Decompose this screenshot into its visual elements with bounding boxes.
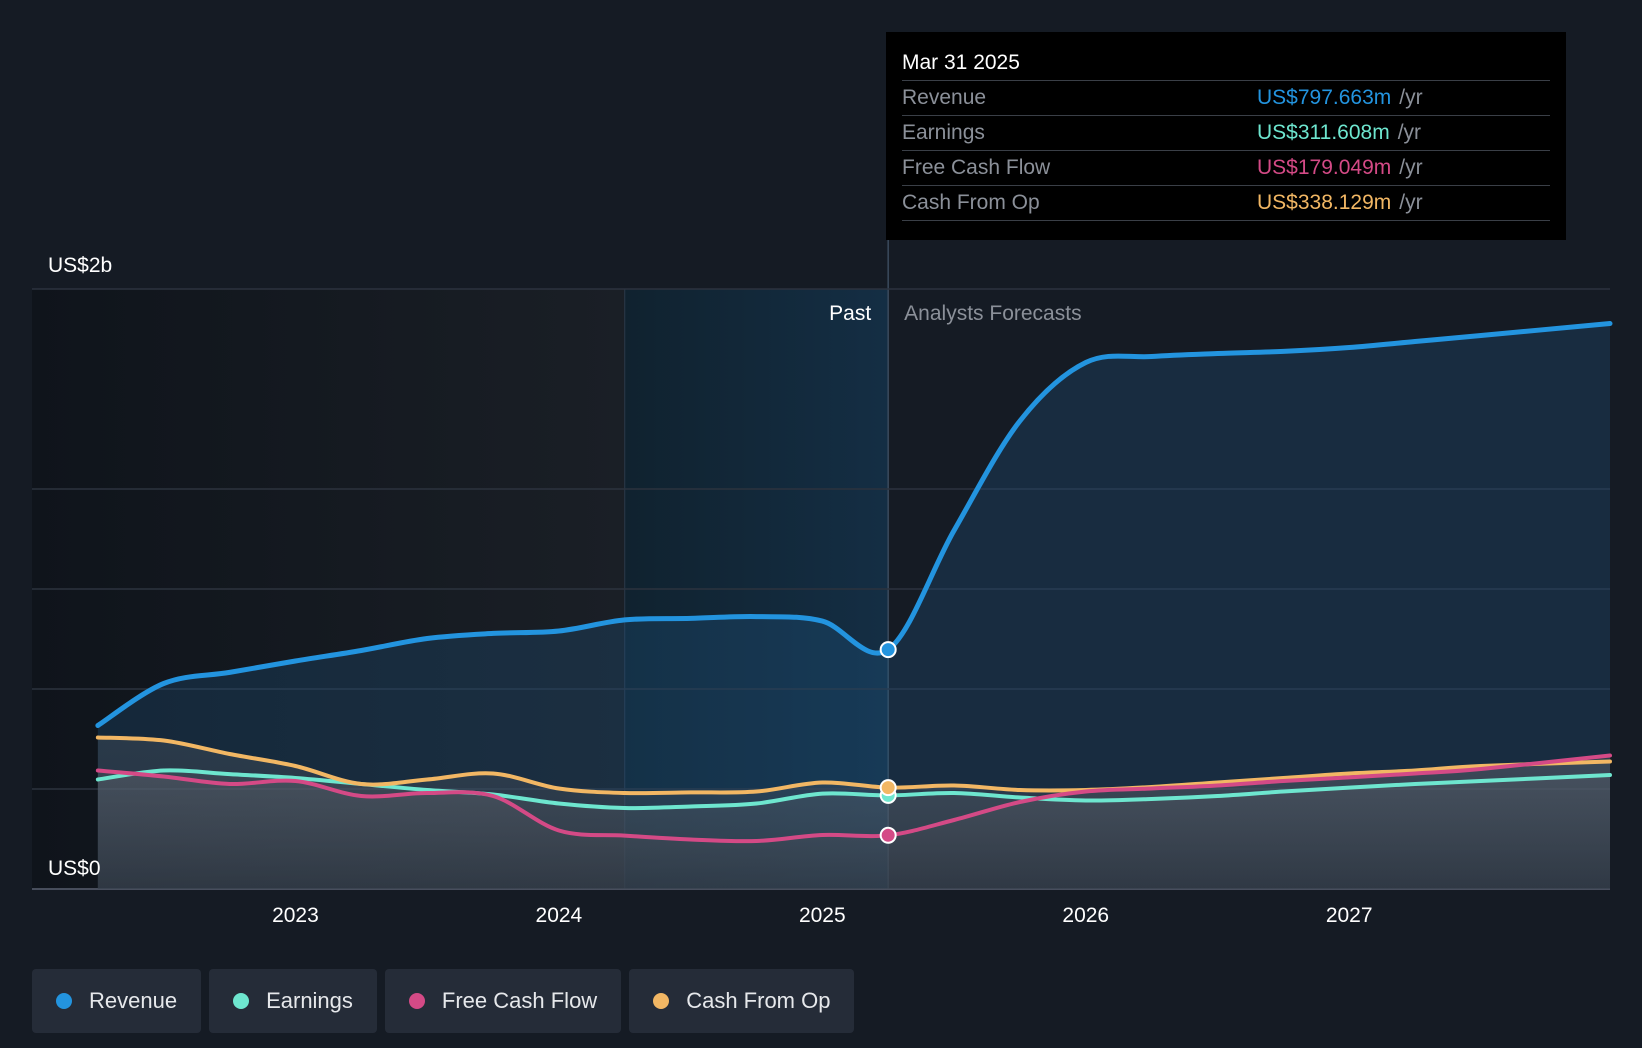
y-tick-label: US$2b <box>48 254 112 277</box>
revenue-dot-icon <box>56 993 72 1009</box>
legend-label: Earnings <box>266 988 353 1013</box>
past-label: Past <box>829 302 871 325</box>
x-tick-label: 2023 <box>272 904 319 927</box>
free-cash-flow-line <box>95 753 1612 844</box>
revenue-area <box>97 323 1611 889</box>
tooltip-row-free-cash-flow: Free Cash Flow US$179.049m /yr <box>902 150 1550 185</box>
tooltip-unit: /yr <box>1399 86 1423 109</box>
legend-label: Revenue <box>89 988 178 1013</box>
tooltip-label: Cash From Op <box>902 191 1040 214</box>
x-tick-label: 2027 <box>1326 904 1373 927</box>
legend-item-earnings[interactable]: Earnings <box>209 969 377 1033</box>
y-tick-label: US$0 <box>48 857 101 880</box>
legend: Revenue Earnings Free Cash Flow Cash Fro… <box>32 969 855 1033</box>
tooltip-value: US$797.663m <box>1257 86 1392 109</box>
tooltip: Mar 31 2025 Revenue US$797.663m /yr Earn… <box>886 32 1566 240</box>
tooltip-label: Earnings <box>902 121 985 144</box>
earnings-dot-icon <box>233 993 250 1009</box>
x-tick-label: 2026 <box>1062 904 1109 927</box>
tooltip-value: US$179.049m <box>1257 156 1392 179</box>
tooltip-value: US$311.608m <box>1257 121 1390 144</box>
legend-label: Free Cash Flow <box>441 988 598 1013</box>
tooltip-unit: /yr <box>1397 121 1422 144</box>
x-tick-label: 2025 <box>799 904 846 927</box>
cash-from-op-dot-icon <box>653 993 670 1009</box>
tooltip-date: Mar 31 2025 <box>902 51 1020 74</box>
forecast-label: Analysts Forecasts <box>904 302 1081 325</box>
tooltip-row-cash-from-op: Cash From Op US$338.129m /yr <box>902 185 1550 221</box>
tooltip-value: US$338.129m <box>1257 191 1392 214</box>
revenue-line <box>95 321 1613 728</box>
tooltip-row-revenue: Revenue US$797.663m /yr <box>902 80 1550 115</box>
tooltip-unit: /yr <box>1399 156 1423 179</box>
cash-from-op-point <box>879 779 897 797</box>
cash-from-op-line <box>95 735 1612 796</box>
free-cash-flow-area <box>97 755 1611 889</box>
legend-item-revenue[interactable]: Revenue <box>32 969 202 1033</box>
free-cash-flow-point <box>879 826 897 844</box>
legend-label: Cash From Op <box>686 988 831 1013</box>
legend-item-free-cash-flow[interactable]: Free Cash Flow <box>384 969 622 1033</box>
x-tick-label: 2024 <box>536 904 583 927</box>
tooltip-label: Free Cash Flow <box>902 156 1051 179</box>
legend-item-cash-from-op[interactable]: Cash From Op <box>629 969 855 1033</box>
revenue-point <box>879 641 897 659</box>
tooltip-row-earnings: Earnings US$311.608m /yr <box>902 115 1550 150</box>
tooltip-unit: /yr <box>1399 191 1423 214</box>
free-cash-flow-dot-icon <box>408 993 425 1009</box>
tooltip-label: Revenue <box>902 86 987 109</box>
